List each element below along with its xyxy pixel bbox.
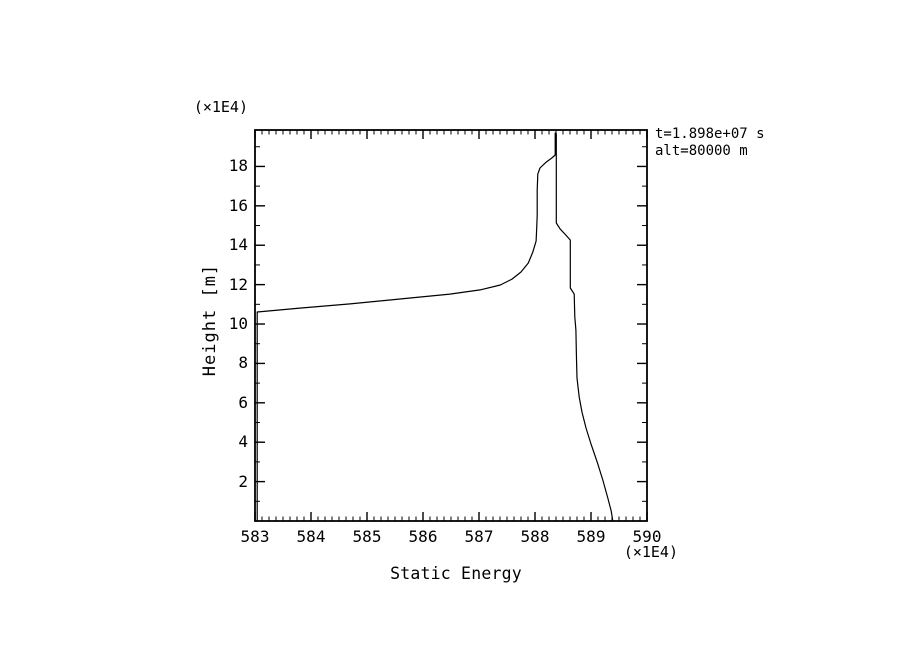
x-axis-scale-note: (×1E4)	[623, 543, 678, 561]
y-tick-label: 4	[238, 432, 248, 452]
x-tick-label: 590	[632, 527, 662, 546]
y-tick-label: 14	[228, 235, 248, 255]
x-tick-label: 586	[408, 527, 438, 546]
x-tick-label: 589	[576, 527, 606, 546]
x-tick-label: 587	[464, 527, 494, 546]
x-axis-title: Static Energy	[390, 564, 522, 583]
y-tick-label: 2	[238, 471, 248, 491]
x-tick-label: 588	[520, 527, 550, 546]
y-tick-label: 8	[238, 353, 248, 373]
y-tick-label: 10	[228, 314, 248, 334]
annotation-altitude: alt=80000 m	[655, 143, 748, 159]
y-tick-label: 18	[228, 156, 248, 176]
x-tick-label: 585	[352, 527, 382, 546]
y-tick-label: 6	[238, 392, 248, 412]
y-tick-label: 16	[228, 195, 248, 215]
x-tick-label: 584	[296, 527, 326, 546]
x-tick-label: 583	[240, 527, 270, 546]
y-axis-scale-note: (×1E4)	[193, 98, 248, 116]
y-tick-label: 12	[228, 274, 248, 294]
annotation-time: t=1.898e+07 s	[655, 126, 765, 142]
